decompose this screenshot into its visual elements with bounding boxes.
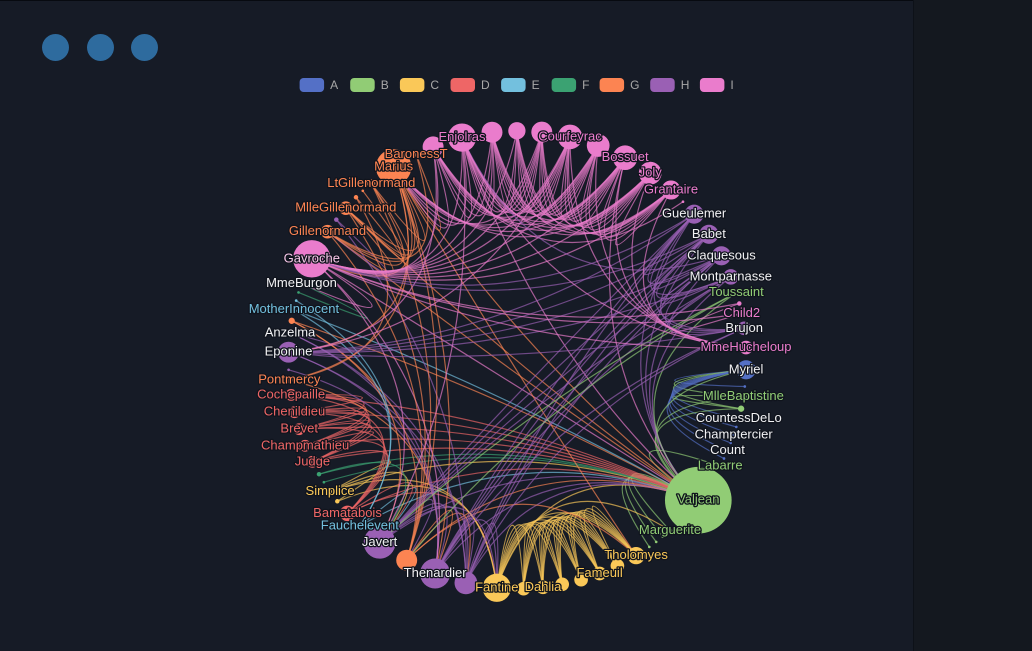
svg-text:D: D — [481, 78, 490, 92]
svg-text:E: E — [532, 78, 540, 92]
svg-text:B: B — [381, 78, 389, 92]
svg-text:Javert: Javert — [362, 534, 398, 549]
svg-text:CountessDeLo: CountessDeLo — [696, 410, 782, 425]
svg-text:H: H — [681, 78, 690, 92]
svg-text:MlleGillenormand: MlleGillenormand — [295, 200, 396, 215]
svg-text:MmeHucheloup: MmeHucheloup — [700, 339, 791, 354]
svg-text:Babet: Babet — [692, 226, 726, 241]
svg-text:MlleBaptistine: MlleBaptistine — [703, 388, 784, 403]
svg-text:Tholomyes: Tholomyes — [604, 547, 668, 562]
svg-text:Grantaire: Grantaire — [644, 182, 698, 197]
svg-text:Fantine: Fantine — [475, 579, 518, 594]
svg-text:Champtercier: Champtercier — [695, 426, 774, 441]
svg-text:Joly: Joly — [639, 165, 663, 180]
svg-text:Valjean: Valjean — [677, 492, 719, 507]
svg-text:MotherInnocent: MotherInnocent — [249, 301, 340, 316]
svg-text:Labarre: Labarre — [698, 458, 743, 473]
svg-text:Marguerite: Marguerite — [639, 522, 701, 537]
svg-text:Eponine: Eponine — [265, 344, 313, 359]
svg-text:Fameuil: Fameuil — [576, 565, 622, 580]
svg-text:A: A — [330, 78, 338, 92]
svg-text:Fauchelevent: Fauchelevent — [321, 518, 399, 533]
svg-text:BaronessT: BaronessT — [385, 146, 448, 161]
svg-text:MmeBurgon: MmeBurgon — [266, 275, 337, 290]
svg-text:F: F — [582, 78, 589, 92]
svg-text:Simplice: Simplice — [306, 483, 355, 498]
svg-text:C: C — [430, 78, 439, 92]
svg-text:Myriel: Myriel — [729, 361, 764, 376]
svg-text:Gavroche: Gavroche — [284, 250, 340, 265]
svg-text:Marius: Marius — [374, 159, 414, 174]
svg-text:Thenardier: Thenardier — [404, 565, 468, 580]
svg-text:Courfeyrac: Courfeyrac — [538, 128, 602, 143]
svg-text:Brevet: Brevet — [280, 421, 318, 436]
svg-text:I: I — [730, 78, 733, 92]
svg-text:LtGillenormand: LtGillenormand — [327, 175, 415, 190]
svg-text:Montparnasse: Montparnasse — [690, 268, 772, 283]
svg-text:Gueulemer: Gueulemer — [662, 206, 727, 221]
svg-text:Dahlia: Dahlia — [525, 579, 563, 594]
svg-text:Toussaint: Toussaint — [709, 284, 764, 299]
svg-text:Claquesous: Claquesous — [687, 247, 756, 262]
svg-text:Chenildieu: Chenildieu — [264, 404, 325, 419]
svg-text:Cochepaille: Cochepaille — [257, 386, 325, 401]
svg-text:Bossuet: Bossuet — [602, 149, 649, 164]
svg-text:Brujon: Brujon — [725, 320, 763, 335]
svg-text:Judge: Judge — [295, 453, 330, 468]
svg-text:Enjolras: Enjolras — [439, 129, 486, 144]
svg-text:Child2: Child2 — [723, 305, 760, 320]
svg-text:Pontmercy: Pontmercy — [258, 372, 321, 387]
svg-text:G: G — [630, 78, 639, 92]
svg-text:Bamatabois: Bamatabois — [313, 505, 382, 520]
svg-text:Gillenormand: Gillenormand — [289, 223, 366, 238]
svg-text:Count: Count — [710, 442, 745, 457]
svg-text:Champmathieu: Champmathieu — [261, 437, 349, 452]
svg-text:Anzelma: Anzelma — [265, 324, 316, 339]
